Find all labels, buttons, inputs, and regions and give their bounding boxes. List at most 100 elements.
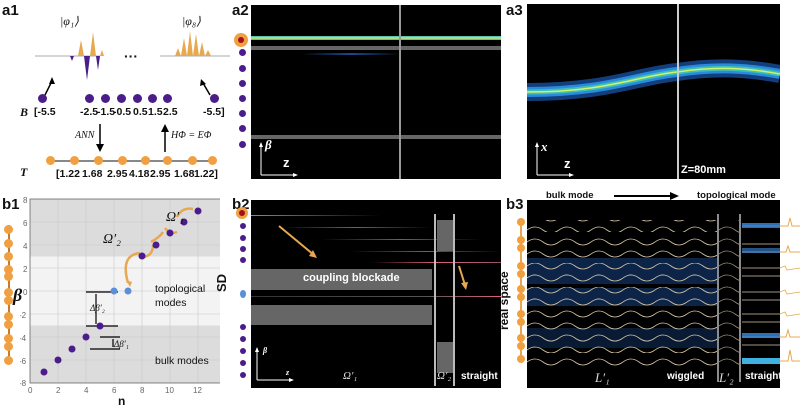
- site: [240, 324, 246, 330]
- site: [240, 257, 246, 263]
- axis-beta-label: β: [265, 137, 272, 152]
- svg-text:4: 4: [23, 242, 28, 251]
- mode-trace: [251, 215, 381, 216]
- axis-beta-label: β: [263, 346, 268, 355]
- section-divider: [453, 214, 455, 386]
- section-straight-label: straight: [745, 371, 782, 382]
- t-site: [163, 156, 172, 165]
- svg-text:2: 2: [56, 386, 61, 395]
- waveguide-array: [527, 214, 780, 382]
- topological-trace: [251, 296, 501, 297]
- t-site: [141, 156, 150, 165]
- state-phi1-label: |φ₁⟩: [60, 14, 79, 28]
- t-label: T: [20, 165, 28, 179]
- site: [517, 236, 525, 244]
- topological-site: [240, 290, 246, 298]
- site: [517, 310, 525, 318]
- panel-label-a1: a1: [2, 2, 19, 19]
- b-site: [117, 94, 126, 103]
- panel-label-b1: b1: [2, 196, 20, 213]
- site: [4, 288, 13, 297]
- site: [517, 293, 525, 301]
- site: [4, 252, 13, 261]
- coupling-blockade-label: coupling blockade: [303, 272, 400, 284]
- z-marker-line: [677, 4, 679, 179]
- section-omega1-label: Ω′₁: [343, 370, 358, 382]
- site: [239, 65, 246, 72]
- site: [4, 312, 13, 321]
- b-value: 2.5: [163, 106, 178, 118]
- b-site: [38, 94, 47, 103]
- site: [239, 110, 246, 117]
- pointer-arrows: [44, 77, 211, 96]
- site: [517, 218, 525, 226]
- mode-profiles: [35, 31, 230, 80]
- svg-text:-8: -8: [20, 379, 27, 388]
- site: [4, 320, 13, 329]
- t-value: 1.68: [174, 168, 195, 180]
- section-divider: [399, 5, 401, 179]
- site: [4, 225, 13, 234]
- svg-text:6: 6: [23, 219, 28, 228]
- svg-text:12: 12: [193, 386, 202, 395]
- transition-arrow: [614, 192, 679, 200]
- excited-site: [238, 37, 244, 43]
- site: [239, 125, 246, 132]
- topological-modes-label: topological modes: [155, 283, 206, 309]
- faint-coupling: [301, 53, 401, 55]
- mode-trace: [321, 239, 481, 240]
- section-wiggled-label: wiggled: [667, 371, 705, 382]
- svg-text:8: 8: [140, 386, 145, 395]
- t-value: 4.18: [129, 168, 150, 180]
- b2-ylabel: SD: [214, 273, 229, 292]
- site: [4, 239, 13, 248]
- output-intensity-profile: [780, 217, 800, 362]
- b3-ylabel: real space: [497, 271, 511, 330]
- gap-band: [251, 135, 501, 139]
- t-value: [1.22: [56, 168, 80, 180]
- t-value: 1.68: [82, 168, 103, 180]
- b-value: [-5.5: [34, 106, 56, 118]
- site: [240, 336, 246, 342]
- t-value: 1.22]: [194, 168, 218, 180]
- svg-text:4: 4: [84, 386, 89, 395]
- b2-image: coupling blockade β z Ω′₁ Ω′₂ straight: [251, 200, 501, 388]
- b-site: [85, 94, 94, 103]
- t-site: [46, 156, 55, 165]
- blockade-band: [251, 305, 432, 325]
- t-site: [94, 156, 103, 165]
- svg-text:8: 8: [23, 196, 28, 205]
- axis-arrows: [535, 142, 574, 177]
- mode-trace: [351, 251, 501, 252]
- gap-band: [437, 220, 453, 251]
- b-value: -5.5]: [203, 106, 225, 118]
- site: [517, 318, 525, 326]
- b1-ylabel: β: [13, 285, 23, 305]
- site: [4, 272, 13, 281]
- bulk-mode-label: bulk mode: [546, 190, 594, 201]
- t-value: 2.95: [150, 168, 171, 180]
- site: [4, 342, 13, 351]
- site: [517, 342, 525, 350]
- b3-image: L′₁ wiggled L′₂ straight: [527, 200, 782, 388]
- site: [517, 355, 525, 363]
- delta-beta1-label: Δβ′₁: [114, 339, 129, 349]
- svg-text:-2: -2: [20, 311, 27, 320]
- beam-propagation: [527, 59, 780, 101]
- t-site: [208, 156, 217, 165]
- b-site: [210, 94, 219, 103]
- panel-label-b3: b3: [506, 196, 524, 213]
- b-value: -0.5: [113, 106, 132, 118]
- b-value: 1.5: [148, 106, 163, 118]
- b-site: [148, 94, 157, 103]
- a2-image: β z: [251, 5, 501, 179]
- site: [517, 244, 525, 252]
- site: [517, 334, 525, 342]
- site: [4, 296, 13, 305]
- excited-site: [239, 210, 245, 216]
- panel-label-a3: a3: [506, 2, 523, 19]
- t-chain-line: [50, 160, 215, 162]
- svg-text:0: 0: [28, 386, 33, 395]
- section-straight-label: straight: [461, 371, 498, 382]
- section-omega2-label: Ω′₂: [437, 370, 452, 382]
